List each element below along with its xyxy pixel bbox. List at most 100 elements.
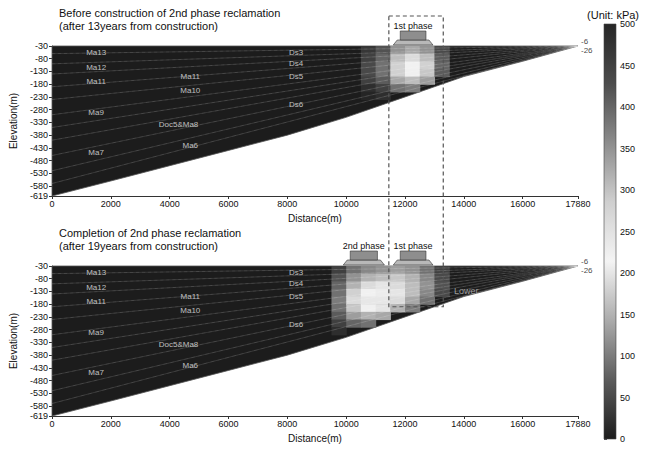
- svg-text:200: 200: [620, 268, 635, 278]
- svg-text:16000: 16000: [510, 419, 535, 429]
- svg-text:Ds5: Ds5: [289, 292, 304, 301]
- svg-text:-230: -230: [30, 92, 48, 102]
- svg-text:Ds4: Ds4: [289, 59, 304, 68]
- svg-text:2nd phase: 2nd phase: [343, 241, 385, 251]
- svg-text:8000: 8000: [277, 199, 297, 209]
- svg-text:2000: 2000: [101, 199, 121, 209]
- svg-text:4000: 4000: [160, 199, 180, 209]
- svg-text:100: 100: [620, 351, 635, 361]
- svg-text:-30: -30: [35, 261, 48, 271]
- svg-text:-530: -530: [30, 388, 48, 398]
- svg-text:Ds4: Ds4: [289, 279, 304, 288]
- svg-text:-480: -480: [30, 156, 48, 166]
- svg-text:0: 0: [49, 199, 54, 209]
- svg-text:Ma7: Ma7: [88, 368, 104, 377]
- svg-text:-80: -80: [35, 274, 48, 284]
- svg-text:300: 300: [620, 185, 635, 195]
- svg-text:Doc5&Ma8: Doc5&Ma8: [159, 340, 199, 349]
- svg-text:16000: 16000: [510, 199, 535, 209]
- svg-text:-26: -26: [581, 266, 593, 275]
- svg-text:(after 19years from constructi: (after 19years from construction): [59, 240, 218, 252]
- svg-text:10000: 10000: [334, 199, 359, 209]
- svg-text:-580: -580: [30, 401, 48, 411]
- svg-text:-6: -6: [581, 37, 589, 46]
- svg-text:Ma10: Ma10: [180, 306, 201, 315]
- svg-text:Ds3: Ds3: [289, 268, 304, 277]
- svg-text:150: 150: [620, 310, 635, 320]
- svg-text:350: 350: [620, 144, 635, 154]
- svg-text:Ds6: Ds6: [289, 100, 304, 109]
- svg-text:-180: -180: [30, 79, 48, 89]
- svg-text:250: 250: [620, 227, 635, 237]
- svg-text:Ma11: Ma11: [181, 292, 201, 301]
- svg-text:-180: -180: [30, 299, 48, 309]
- svg-text:12000: 12000: [393, 419, 418, 429]
- svg-text:(Unit: kPa): (Unit: kPa): [587, 9, 639, 21]
- svg-text:Distance(m): Distance(m): [288, 213, 342, 224]
- svg-text:Elevation(m): Elevation(m): [8, 313, 19, 369]
- svg-text:17880: 17880: [565, 419, 590, 429]
- svg-text:-619: -619: [30, 191, 48, 201]
- svg-text:Ma9: Ma9: [88, 108, 104, 117]
- svg-text:-280: -280: [30, 325, 48, 335]
- svg-text:Ma13: Ma13: [86, 48, 107, 57]
- svg-text:-130: -130: [30, 286, 48, 296]
- svg-text:Ds5: Ds5: [289, 72, 304, 81]
- svg-text:-480: -480: [30, 376, 48, 386]
- svg-text:Ma6: Ma6: [182, 141, 198, 150]
- svg-text:-230: -230: [30, 312, 48, 322]
- svg-text:Ma11: Ma11: [86, 297, 106, 306]
- svg-text:-30: -30: [35, 41, 48, 51]
- svg-text:-530: -530: [30, 168, 48, 178]
- svg-text:17880: 17880: [565, 199, 590, 209]
- svg-text:Doc5&Ma8: Doc5&Ma8: [159, 120, 199, 129]
- svg-text:Lower: Lower: [454, 286, 479, 296]
- svg-text:8000: 8000: [277, 419, 297, 429]
- svg-text:Elevation(m): Elevation(m): [8, 93, 19, 149]
- svg-text:Before construction of 2nd pha: Before construction of 2nd phase reclama…: [59, 7, 280, 19]
- svg-text:-430: -430: [30, 363, 48, 373]
- svg-text:2000: 2000: [101, 419, 121, 429]
- svg-text:Ds3: Ds3: [289, 48, 304, 57]
- svg-text:1st phase: 1st phase: [394, 21, 433, 31]
- svg-text:-26: -26: [581, 46, 593, 55]
- svg-text:-380: -380: [30, 130, 48, 140]
- svg-text:(after 13years from constructi: (after 13years from construction): [59, 20, 218, 32]
- svg-text:Ma9: Ma9: [88, 328, 104, 337]
- svg-text:-330: -330: [30, 337, 48, 347]
- svg-text:Ma12: Ma12: [86, 283, 107, 292]
- svg-text:-130: -130: [30, 66, 48, 76]
- svg-text:400: 400: [620, 102, 635, 112]
- svg-text:6000: 6000: [218, 199, 238, 209]
- svg-text:Distance(m): Distance(m): [288, 433, 342, 444]
- svg-text:-430: -430: [30, 143, 48, 153]
- svg-text:0: 0: [49, 419, 54, 429]
- svg-text:450: 450: [620, 61, 635, 71]
- svg-text:500: 500: [620, 19, 635, 29]
- svg-text:Ma7: Ma7: [88, 148, 104, 157]
- svg-text:Ma6: Ma6: [182, 361, 198, 370]
- svg-text:10000: 10000: [334, 419, 359, 429]
- svg-text:-6: -6: [581, 257, 589, 266]
- svg-text:Ds6: Ds6: [289, 320, 304, 329]
- svg-text:Ma11: Ma11: [181, 72, 201, 81]
- svg-text:0: 0: [620, 434, 625, 444]
- svg-text:-619: -619: [30, 411, 48, 421]
- svg-text:14000: 14000: [451, 199, 476, 209]
- svg-text:1st phase: 1st phase: [394, 241, 433, 251]
- svg-text:Ma11: Ma11: [86, 77, 106, 86]
- svg-text:50: 50: [620, 393, 630, 403]
- svg-text:-380: -380: [30, 350, 48, 360]
- svg-text:-80: -80: [35, 54, 48, 64]
- svg-text:12000: 12000: [393, 199, 418, 209]
- svg-text:-330: -330: [30, 117, 48, 127]
- svg-text:-280: -280: [30, 105, 48, 115]
- svg-text:6000: 6000: [218, 419, 238, 429]
- svg-text:Ma13: Ma13: [86, 268, 107, 277]
- svg-text:14000: 14000: [451, 419, 476, 429]
- svg-text:Ma12: Ma12: [86, 63, 107, 72]
- svg-text:4000: 4000: [160, 419, 180, 429]
- svg-text:Ma10: Ma10: [180, 86, 201, 95]
- svg-text:Completion of 2nd phase reclam: Completion of 2nd phase reclamation: [59, 227, 241, 239]
- svg-text:-580: -580: [30, 181, 48, 191]
